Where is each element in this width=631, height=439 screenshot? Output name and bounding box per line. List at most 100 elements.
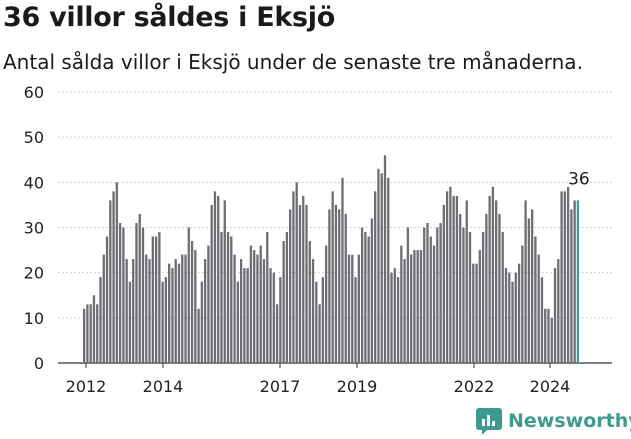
newsworthy-icon: [476, 408, 502, 434]
bar: [400, 245, 403, 363]
bar: [239, 259, 243, 363]
bar: [190, 241, 194, 363]
bar: [485, 213, 488, 363]
bar: [187, 227, 190, 363]
bar: [432, 245, 436, 363]
bar: [83, 308, 86, 363]
bar: [207, 245, 210, 363]
bar: [184, 254, 187, 363]
bar: [557, 259, 560, 363]
bar: [468, 232, 472, 363]
bar: [246, 268, 249, 363]
bar: [488, 195, 491, 363]
bar: [112, 191, 115, 363]
bar: [459, 213, 462, 363]
bar: [194, 250, 197, 363]
bar-latest: [576, 200, 580, 363]
bar: [138, 213, 141, 363]
bar: [213, 191, 217, 363]
bar: [122, 227, 125, 363]
bar: [243, 268, 246, 363]
bar: [370, 218, 374, 363]
bar: [334, 204, 338, 363]
bar: [230, 236, 233, 363]
bar: [154, 236, 158, 363]
bar: [315, 281, 318, 363]
bar: [527, 218, 531, 363]
bar: [109, 200, 112, 363]
bar: [282, 241, 285, 363]
bar: [429, 236, 432, 363]
bar: [413, 250, 416, 363]
bar: [521, 245, 524, 363]
bar: [86, 304, 89, 363]
bar: [534, 236, 537, 363]
bar: [465, 200, 468, 363]
newsworthy-logo: Newsworthy: [476, 408, 631, 434]
bar: [423, 227, 426, 363]
bar: [517, 263, 521, 363]
bar: [544, 308, 547, 363]
chart-title: 36 villor såldes i Eksjö: [3, 2, 335, 33]
y-tick-label: 60: [24, 83, 44, 102]
bar: [419, 250, 423, 363]
bar: [498, 213, 501, 363]
y-tick-label: 10: [24, 309, 44, 328]
bar: [524, 200, 527, 363]
last-value-label: 36: [568, 169, 590, 189]
bar: [266, 232, 269, 363]
bar: [256, 254, 259, 363]
bar: [200, 281, 204, 363]
bar: [236, 281, 239, 363]
bar: [105, 236, 109, 363]
x-tick-label: 2017: [260, 377, 301, 396]
bar: [226, 232, 230, 363]
bar: [171, 268, 174, 363]
bar: [89, 304, 92, 363]
y-tick-label: 30: [24, 219, 44, 238]
bar: [174, 259, 177, 363]
bar: [478, 250, 481, 363]
bar: [275, 304, 279, 363]
bar: [396, 277, 400, 363]
bar: [357, 254, 360, 363]
bar: [148, 259, 151, 363]
bar: [455, 195, 459, 363]
bar: [364, 232, 367, 363]
bar: [259, 245, 262, 363]
bar: [573, 200, 576, 363]
bar: [511, 281, 514, 363]
bar: [118, 222, 122, 363]
bar: [426, 222, 429, 363]
bar: [279, 277, 282, 363]
bar: [92, 295, 96, 363]
bar: [445, 191, 449, 363]
bar: [328, 209, 331, 363]
bar: [344, 213, 347, 363]
bar: [570, 209, 573, 363]
bar: [164, 277, 168, 363]
x-tick-label: 2022: [454, 377, 495, 396]
bar: [128, 281, 132, 363]
bar: [197, 308, 200, 363]
bar: [341, 177, 344, 363]
x-tick-label: 2019: [337, 377, 378, 396]
x-tick-label: 2014: [143, 377, 184, 396]
bar: [547, 308, 550, 363]
bar: [383, 155, 387, 363]
bar: [360, 227, 364, 363]
bar: [141, 227, 145, 363]
bar: [462, 227, 465, 363]
brand-name: Newsworthy: [508, 410, 631, 432]
bar: [96, 304, 99, 363]
bar: [295, 182, 298, 363]
y-tick-label: 40: [24, 173, 44, 192]
bar: [338, 209, 341, 363]
bar: [387, 177, 390, 363]
bar: [566, 186, 570, 363]
bar: [102, 254, 105, 363]
bar: [233, 254, 236, 363]
bar: [563, 191, 566, 363]
bar: [272, 272, 275, 363]
